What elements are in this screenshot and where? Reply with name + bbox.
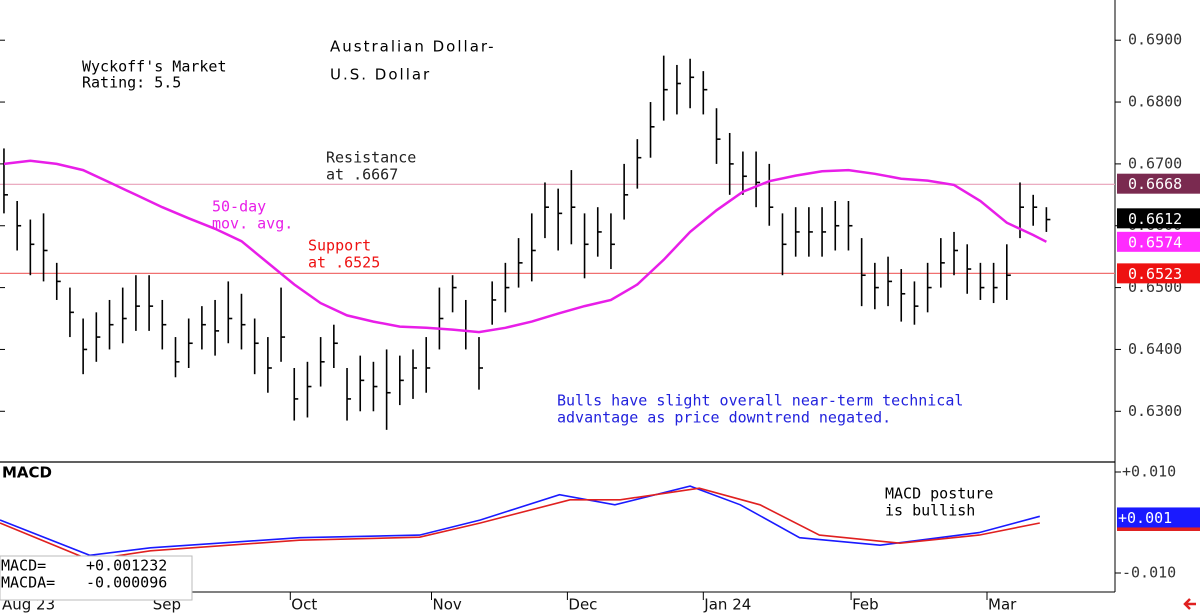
- annotation: advantage as price downtrend negated.: [557, 409, 891, 427]
- annotation: Support: [308, 237, 371, 255]
- readout-name: MACDA=: [1, 574, 55, 592]
- y-tick-label: +0.010: [1122, 463, 1176, 481]
- x-tick-label: Oct: [291, 596, 317, 614]
- price-tag: [1117, 231, 1200, 252]
- x-tick-label: Dec: [568, 596, 597, 614]
- x-tick-label: Feb: [852, 596, 879, 614]
- y-tick-label: 0.6800: [1128, 93, 1182, 111]
- price-tag-label: 0.6574: [1128, 233, 1182, 251]
- annotation: at .6525: [308, 254, 380, 272]
- panel-title: MACD: [2, 464, 52, 482]
- moving-average: [3, 159, 1047, 334]
- x-tick-label: Mar: [988, 596, 1017, 614]
- price-tag-label: 0.6523: [1128, 265, 1182, 283]
- price-tag-label: 0.6612: [1128, 210, 1182, 228]
- chart-title: U.S. Dollar: [330, 66, 431, 84]
- annotation: at .6667: [326, 166, 398, 184]
- price-tag-label: 0.6668: [1128, 175, 1182, 193]
- y-tick-label: 0.6700: [1128, 154, 1182, 172]
- readout-box: [0, 555, 193, 601]
- macd-tag: [1117, 507, 1200, 528]
- annotation: MACD posture: [885, 485, 993, 503]
- readout-value: +0.001232: [86, 557, 167, 575]
- annotation: is bullish: [885, 502, 975, 520]
- annotation: 50-day: [212, 198, 266, 216]
- plot: 0.63000.64000.65000.66000.67000.68000.69…: [0, 31, 1200, 614]
- annotation: mov. avg.: [212, 215, 293, 233]
- rating: Rating: 5.5: [82, 74, 181, 92]
- macd-line: [0, 487, 1040, 561]
- price-tag: [1117, 208, 1200, 229]
- y-tick-label: 0.6900: [1128, 31, 1182, 49]
- readout-name: MACD=: [1, 557, 46, 575]
- x-tick-label: Jan 24: [703, 596, 751, 614]
- y-tick-label: 0.6300: [1128, 402, 1182, 420]
- y-tick-label: 0.6400: [1128, 340, 1182, 358]
- annotation: Resistance: [326, 149, 416, 167]
- price-tag: [1117, 263, 1200, 284]
- scroll-arrow[interactable]: [1183, 598, 1196, 610]
- x-tick-label: Nov: [432, 596, 461, 614]
- chart-title: Australian Dollar-: [330, 38, 496, 56]
- macd-tag-label: +0.001: [1118, 509, 1172, 527]
- price-tag: [1117, 173, 1200, 194]
- rating: Wyckoff's Market: [82, 58, 227, 76]
- readout-value: -0.000096: [86, 574, 167, 592]
- annotation: Bulls have slight overall near-term tech…: [557, 392, 963, 410]
- y-tick-label: -0.010: [1122, 564, 1176, 582]
